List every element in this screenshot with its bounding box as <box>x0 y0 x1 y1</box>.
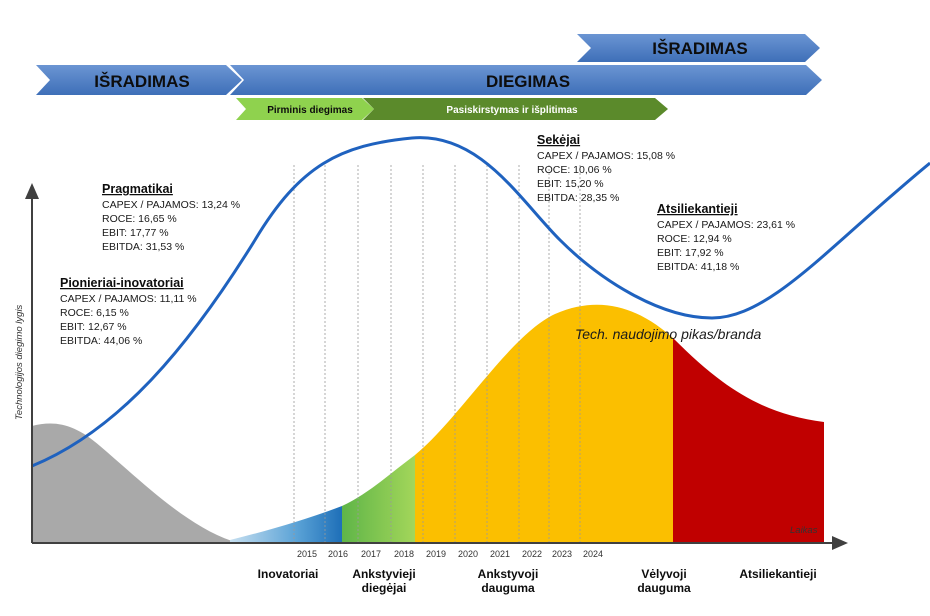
innovation-hill <box>32 423 232 543</box>
group-metric-pragmatikai: ROCE: 16,65 % <box>102 213 177 225</box>
segment-area-laggards <box>673 338 824 543</box>
year-label-2019: 2019 <box>426 549 446 559</box>
group-metric-sekejai: EBITDA: 28,35 % <box>537 192 619 204</box>
group-metric-atsiliekantieji: CAPEX / PAJAMOS: 23,61 % <box>657 219 795 231</box>
group-metric-sekejai: CAPEX / PAJAMOS: 15,08 % <box>537 150 675 162</box>
band-sub-first-label: Pirminis diegimas <box>267 105 353 116</box>
diffusion-curve <box>31 136 930 468</box>
group-metric-pionieriai: ROCE: 6,15 % <box>60 307 129 319</box>
group-metric-sekejai: ROCE: 10,06 % <box>537 164 612 176</box>
year-label-2020: 2020 <box>458 549 478 559</box>
year-labels: 2015 2016 2017 2018 2019 2020 2021 2022 2023 2024 <box>297 549 603 559</box>
band-left <box>36 65 242 95</box>
group-metric-pionieriai: EBITDA: 44,06 % <box>60 335 142 347</box>
year-label-2021: 2021 <box>490 549 510 559</box>
band-main <box>230 65 822 95</box>
year-label-2024: 2024 <box>583 549 603 559</box>
band-sub-second-label: Pasiskirstymas ir išplitimas <box>446 105 578 116</box>
segment-label-ankstyvoji: Ankstyvoji <box>478 567 539 581</box>
segment-label-velyvoji: Vėlyvoji <box>641 567 686 581</box>
group-title-pragmatikai: Pragmatikai <box>102 182 173 196</box>
group-metric-pragmatikai: EBITDA: 31,53 % <box>102 241 184 253</box>
group-metric-pragmatikai: EBIT: 17,77 % <box>102 227 169 239</box>
segment-label-inovatoriai: Inovatoriai <box>258 567 319 581</box>
band-main-label: DIEGIMAS <box>486 72 570 91</box>
group-metric-atsiliekantieji: EBITDA: 41,18 % <box>657 261 739 273</box>
band-left-label: IŠRADIMAS <box>94 72 189 91</box>
group-metric-sekejai: EBIT: 15,20 % <box>537 178 604 190</box>
band-sub-second <box>363 98 668 120</box>
x-axis-arrow <box>832 536 848 550</box>
year-label-2022: 2022 <box>522 549 542 559</box>
group-metric-pionieriai: EBIT: 12,67 % <box>60 321 127 333</box>
group-metric-atsiliekantieji: ROCE: 12,94 % <box>657 233 732 245</box>
band-top-right <box>577 34 820 62</box>
year-label-2016: 2016 <box>328 549 348 559</box>
group-metric-pragmatikai: CAPEX / PAJAMOS: 13,24 % <box>102 199 240 211</box>
segment-label-ankstyvoji: dauguma <box>481 581 535 595</box>
segment-label-atsiliekantieji: Atsiliekantieji <box>739 567 816 581</box>
y-axis-arrow <box>25 183 39 199</box>
year-gridlines <box>293 165 581 543</box>
segment-label-ankstyvieji: diegėjai <box>362 581 407 595</box>
segment-area-early-adopters <box>342 455 415 543</box>
year-label-2023: 2023 <box>552 549 572 559</box>
year-label-2018: 2018 <box>394 549 414 559</box>
x-axis-label: Laikas <box>790 525 818 536</box>
year-label-2017: 2017 <box>361 549 381 559</box>
segment-label-velyvoji: dauguma <box>637 581 691 595</box>
segment-area-innovators <box>230 506 342 543</box>
segment-area-early-majority <box>415 304 673 543</box>
band-top-right-label: IŠRADIMAS <box>652 39 747 58</box>
group-metric-atsiliekantieji: EBIT: 17,92 % <box>657 247 724 259</box>
y-axis-label: Technologijos diegimo lygis <box>14 304 25 420</box>
group-title-atsiliekantieji: Atsiliekantieji <box>657 202 738 216</box>
group-title-sekejai: Sekėjai <box>537 133 580 147</box>
band-sub-first <box>236 98 374 120</box>
year-label-2015: 2015 <box>297 549 317 559</box>
group-title-pionieriai: Pionieriai-inovatoriai <box>60 276 184 290</box>
group-metric-pionieriai: CAPEX / PAJAMOS: 11,11 % <box>60 293 197 305</box>
peak-label: Tech. naudojimo pikas/branda <box>575 326 761 342</box>
group-annotations: Pionieriai-inovatoriai CAPEX / PAJAMOS: 1… <box>60 133 795 347</box>
segment-label-ankstyvieji: Ankstyvieji <box>352 567 415 581</box>
